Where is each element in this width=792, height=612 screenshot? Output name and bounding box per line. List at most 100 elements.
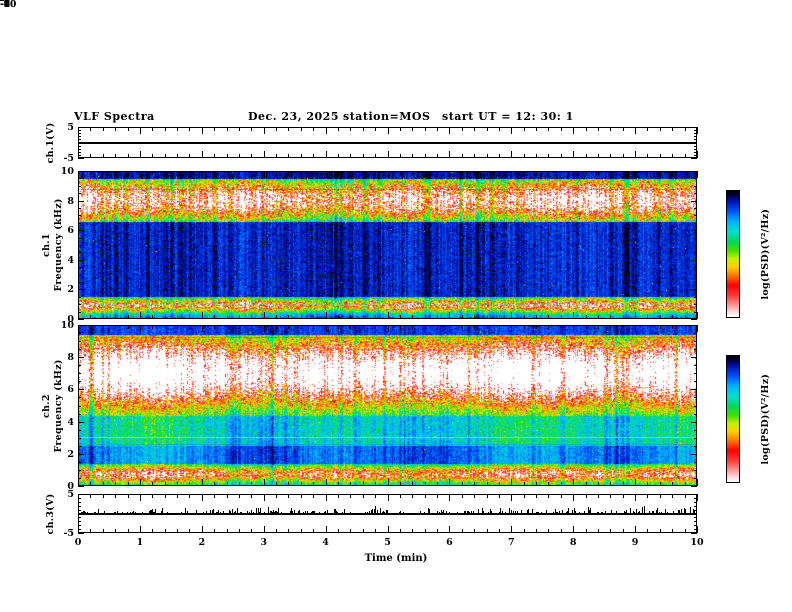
ch3-spike (375, 506, 376, 515)
ch3-spike (155, 509, 156, 515)
x-tick (461, 529, 463, 533)
x-tick (536, 127, 538, 131)
ch3-spike (690, 507, 691, 515)
x-tick (90, 529, 92, 533)
x-tick (238, 315, 240, 319)
ch3-spike (630, 508, 631, 515)
plot-date: Dec. 23, 2025 (248, 110, 339, 123)
ch3-spike (274, 512, 275, 515)
x-tick (523, 529, 525, 533)
x-tick (659, 325, 661, 329)
x-tick (511, 151, 513, 158)
x-tick (659, 154, 661, 158)
y-tick (78, 158, 84, 159)
ch3-spike (400, 511, 401, 515)
x-tick (399, 171, 401, 175)
y-tick (694, 437, 697, 439)
x-tick (560, 325, 562, 329)
ch3-spike (590, 508, 591, 515)
ch3-spike (335, 509, 336, 515)
ch3-spike (152, 511, 153, 515)
ch3-spike (307, 511, 308, 515)
x-tick (78, 479, 79, 486)
x-tick (313, 494, 315, 498)
ch3-spike (372, 509, 373, 515)
ch3-spike (237, 508, 238, 515)
y-tick (694, 373, 697, 375)
ch3-spike (681, 509, 682, 515)
x-tick (189, 529, 191, 533)
y-tick (78, 274, 81, 276)
ch3-spike (256, 508, 257, 515)
x-tick (177, 171, 179, 175)
x-tick (189, 494, 191, 498)
x-tick (399, 529, 401, 533)
ch3-spike (441, 510, 442, 515)
y-tick (694, 193, 697, 195)
ch3-spike (555, 509, 556, 515)
ch3-spike (273, 510, 274, 515)
ch3-spike (292, 511, 293, 515)
ch3-spike (649, 512, 650, 515)
y-tick (694, 304, 697, 306)
x-tick (635, 312, 637, 319)
y-tick (691, 319, 697, 320)
x-tick (635, 325, 637, 332)
y-tick-label: 8 (67, 195, 74, 207)
x-tick (610, 127, 612, 131)
x-tick (387, 526, 389, 533)
x-tick (251, 171, 253, 175)
ch3-spike (85, 512, 86, 515)
ch3-spike (334, 509, 335, 515)
x-tick (548, 482, 550, 486)
x-tick (276, 482, 278, 486)
ch3-spike (342, 512, 343, 515)
y-tick (78, 304, 81, 306)
ch3-spike (153, 512, 154, 515)
x-tick (486, 482, 488, 486)
ch3-spike (502, 511, 503, 515)
ch3-spike (369, 511, 370, 515)
x-tick (78, 171, 79, 178)
x-tick (325, 151, 327, 158)
x-tick (288, 154, 290, 158)
x-tick (659, 171, 661, 175)
x-tick (300, 171, 302, 175)
x-tick (486, 171, 488, 175)
x-tick (102, 529, 104, 533)
ch3-spike (235, 511, 236, 515)
x-tick (486, 494, 488, 498)
x-tick (238, 171, 240, 175)
ch3-spike (104, 511, 105, 515)
y-tick (694, 517, 697, 519)
x-tick (659, 494, 661, 498)
x-tick (585, 171, 587, 175)
y-tick (78, 178, 81, 180)
ch3-spike (161, 511, 162, 515)
y-tick (691, 230, 697, 232)
x-tick (684, 325, 686, 329)
y-tick (78, 389, 84, 391)
x-tick (536, 171, 538, 175)
x-tick (90, 325, 92, 329)
y-tick (694, 133, 697, 135)
y-tick (691, 494, 697, 495)
ch3-spike (281, 512, 282, 515)
x-tick (424, 315, 426, 319)
y-tick (694, 405, 697, 407)
y-tick (78, 130, 81, 132)
x-tick (474, 482, 476, 486)
panel-ch2-spectrogram (78, 325, 697, 486)
x-tick (659, 127, 661, 131)
y-tick (691, 289, 697, 291)
x-tick (560, 482, 562, 486)
x-tick (90, 494, 92, 498)
x-tick (498, 127, 500, 131)
x-tick (635, 494, 637, 501)
ch3-spike (383, 511, 384, 515)
x-tick (523, 171, 525, 175)
x-tick (90, 315, 92, 319)
x-tick (585, 482, 587, 486)
x-tick (102, 315, 104, 319)
x-tick (486, 315, 488, 319)
